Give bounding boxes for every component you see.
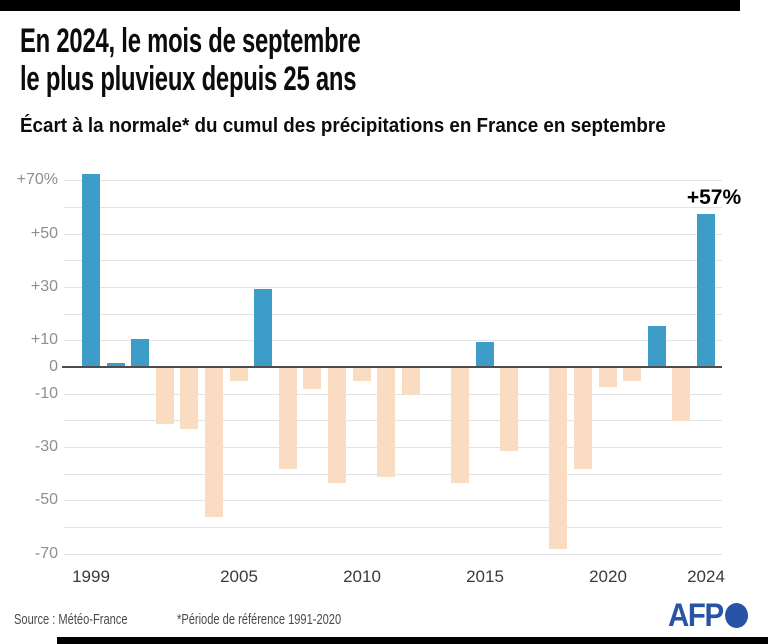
bottom-black-bar — [57, 637, 768, 644]
bar-2019 — [574, 368, 592, 469]
bar-2010 — [353, 368, 371, 381]
bar-2015 — [476, 342, 494, 366]
y-axis-tick-label: +10 — [30, 331, 58, 348]
y-axis-tick-label: +70% — [16, 171, 58, 188]
x-axis-tick-label: 2005 — [220, 567, 258, 586]
bar-2002 — [156, 368, 174, 424]
bar-2000 — [107, 363, 125, 366]
bar-2004 — [205, 368, 223, 517]
x-axis-tick-label: 2015 — [466, 567, 504, 586]
afp-logo: AFP — [668, 597, 748, 634]
bar-2024 — [697, 214, 715, 366]
bar-2001 — [131, 339, 149, 366]
gridline — [64, 554, 722, 555]
bar-2008 — [303, 368, 321, 389]
bar-2009 — [328, 368, 346, 483]
gridline — [64, 314, 722, 315]
y-axis-tick-label: -30 — [34, 438, 58, 455]
gridline — [64, 180, 722, 181]
x-axis-tick-label: 1999 — [72, 567, 110, 586]
y-axis-tick-label: +30 — [30, 278, 58, 295]
bar-2020 — [599, 368, 617, 387]
bar-2018 — [549, 368, 567, 549]
bar-2022 — [648, 326, 666, 366]
y-axis-tick-label: -10 — [34, 385, 58, 402]
page-title-line2: le plus pluvieux depuis 25 ans — [20, 60, 357, 98]
bar-2006 — [254, 289, 272, 366]
gridline — [64, 340, 722, 341]
bar-2011 — [377, 368, 395, 477]
afp-logo-text: AFP — [668, 597, 724, 633]
bar-2023 — [672, 368, 690, 421]
x-axis-tick-label: 2020 — [589, 567, 627, 586]
gridline — [64, 234, 722, 235]
reference-note: *Période de référence 1991-2020 — [177, 611, 342, 628]
bar-2007 — [279, 368, 297, 469]
gridline — [64, 260, 722, 261]
page-title: En 2024, le mois de septembre le plus pl… — [20, 22, 361, 98]
source-label: Source : Météo-France — [14, 611, 128, 628]
gridline — [64, 527, 722, 528]
gridline — [64, 207, 722, 208]
bar-2005 — [230, 368, 248, 381]
gridline — [64, 500, 722, 501]
bar-2014 — [451, 368, 469, 483]
x-axis-tick-label: 2010 — [343, 567, 381, 586]
bar-value-annotation: +57% — [686, 186, 742, 209]
bar-1999 — [82, 174, 100, 366]
x-axis-tick-label: 2024 — [687, 567, 725, 586]
bar-2016 — [500, 368, 518, 451]
chart-subtitle: Écart à la normale* du cumul des précipi… — [20, 115, 666, 137]
afp-circle-icon — [724, 603, 748, 628]
y-axis-tick-label: -70 — [34, 545, 58, 562]
x-axis-zero-line — [62, 366, 722, 368]
bar-2021 — [623, 368, 641, 381]
bar-2012 — [402, 368, 420, 395]
y-axis-tick-label: -50 — [34, 491, 58, 508]
page-title-line1: En 2024, le mois de septembre — [20, 22, 361, 60]
gridline — [64, 287, 722, 288]
y-axis-tick-label: +50 — [30, 225, 58, 242]
y-axis-tick-label: 0 — [49, 358, 58, 375]
top-black-bar — [0, 0, 740, 11]
bar-2003 — [180, 368, 198, 429]
